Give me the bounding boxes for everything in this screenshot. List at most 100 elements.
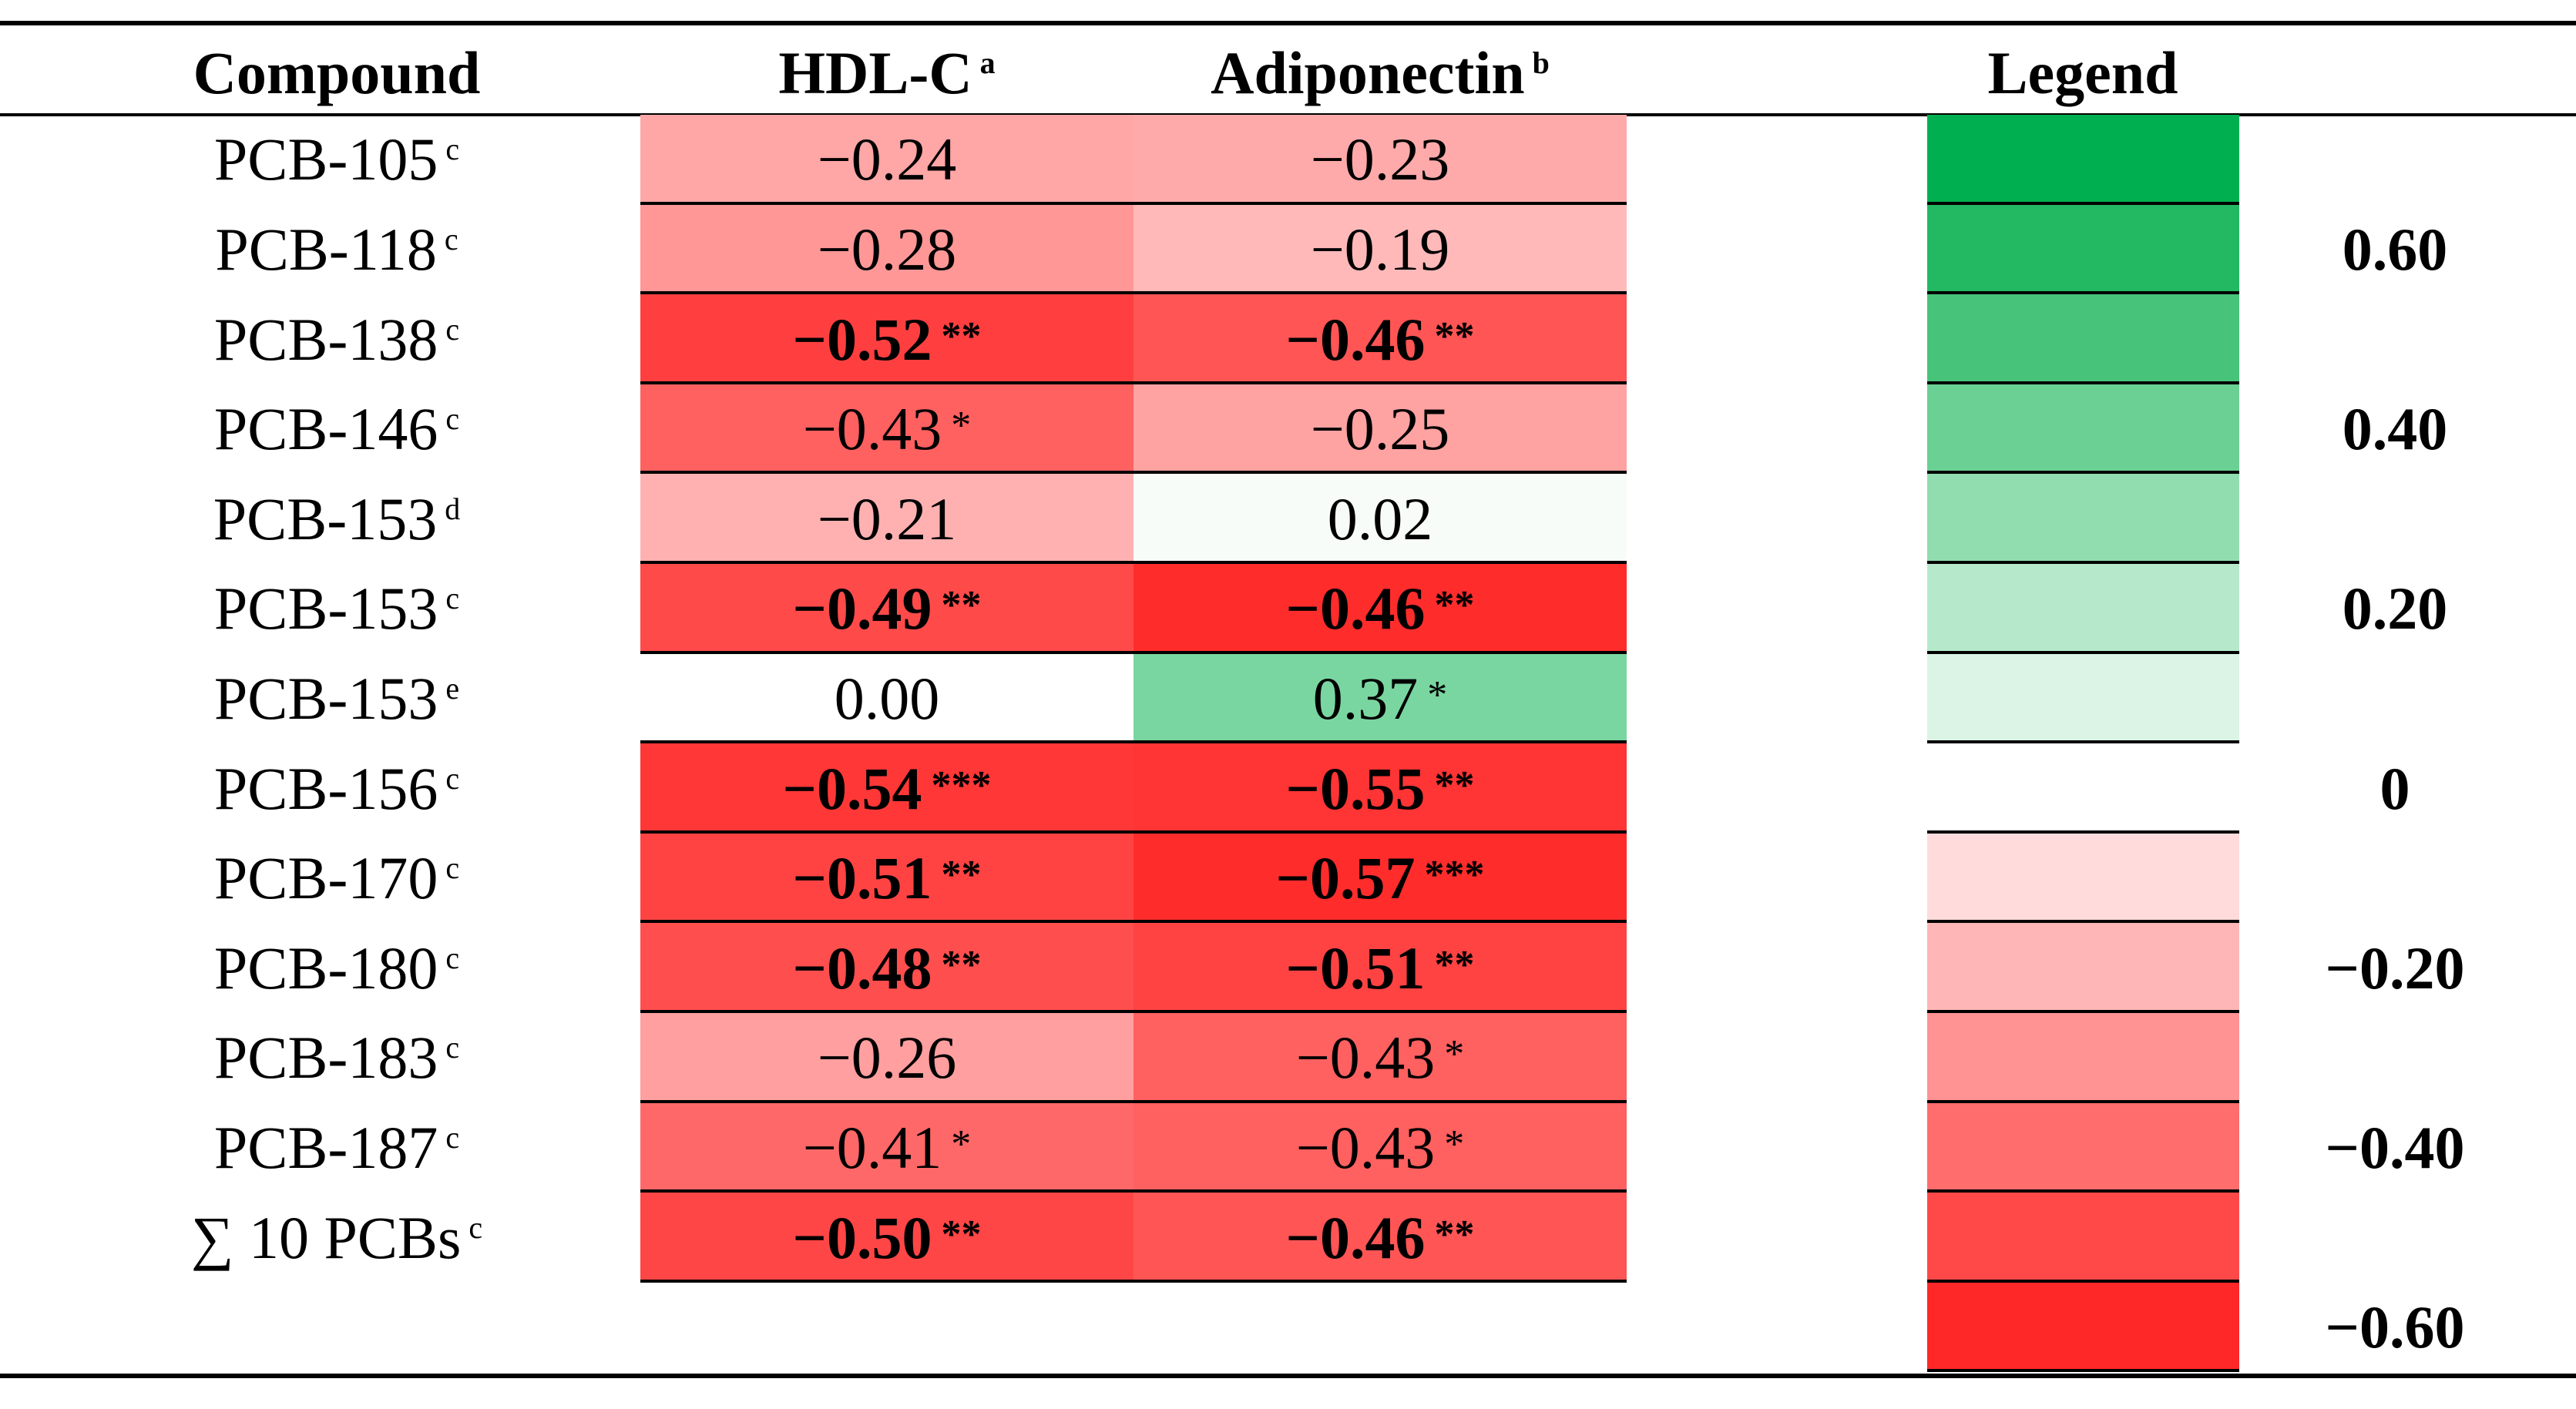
compound-note: c (445, 311, 460, 347)
value-cell: −0.19 (1311, 219, 1450, 280)
significance: ** (1434, 763, 1475, 807)
value-cell: −0.23 (1311, 129, 1450, 190)
legend-swatch (1927, 743, 2239, 834)
compound-note: c (469, 1209, 483, 1245)
heat-cell (1134, 474, 1627, 564)
heat-cell (1134, 384, 1627, 475)
value: −0.25 (1310, 395, 1450, 463)
compound-name: PCB-105 (213, 126, 438, 193)
compound-note: c (445, 132, 460, 167)
heat-cell (1134, 1102, 1627, 1193)
value-cell: −0.48 ** (793, 938, 982, 998)
value-cell: 0.02 (1328, 488, 1433, 549)
compound-note: c (445, 401, 460, 437)
compound-name: PCB-183 (213, 1024, 438, 1092)
value-cell: −0.50 ** (793, 1207, 982, 1268)
heat-cell (640, 743, 1134, 834)
compound-name: PCB-146 (213, 395, 438, 463)
header-note: a (979, 45, 996, 80)
value-cell: −0.46 ** (1286, 1207, 1475, 1268)
significance: ** (941, 853, 982, 897)
legend-swatch (1927, 1193, 2239, 1283)
legend-swatch (1927, 474, 2239, 564)
value: −0.49 (792, 575, 932, 642)
value-cell: −0.21 (818, 488, 957, 549)
compound-note: c (445, 1119, 460, 1155)
value: 0.00 (834, 664, 940, 732)
significance: * (951, 404, 972, 448)
value-cell: −0.46 ** (1286, 579, 1475, 639)
value: −0.43 (1295, 1113, 1436, 1181)
legend-swatch (1927, 653, 2239, 744)
heat-cell (1134, 743, 1627, 834)
compound-note: c (445, 760, 460, 796)
compound-name: PCB-156 (213, 754, 438, 822)
significance: * (1427, 673, 1448, 717)
compound-note: c (445, 850, 460, 886)
value-cell: −0.49 ** (793, 579, 982, 639)
header-adiponectin: Adiponectin b (1211, 43, 1550, 103)
compound-cell: PCB-153 c (214, 579, 459, 639)
legend-label: −0.60 (2326, 1297, 2465, 1357)
compound-cell: PCB-105 c (214, 129, 459, 190)
header-text: Legend (1987, 39, 2178, 106)
value-cell: −0.43 * (1296, 1028, 1465, 1088)
legend-text: −0.40 (2325, 1113, 2465, 1181)
significance: *** (1424, 853, 1485, 897)
value: −0.41 (802, 1113, 942, 1181)
legend-label: 0.20 (2343, 579, 2448, 639)
significance: ** (1434, 942, 1475, 987)
heat-cell (1134, 564, 1627, 654)
value: −0.50 (792, 1203, 932, 1271)
heat-cell (1134, 833, 1627, 924)
compound-cell: PCB-153 d (213, 488, 461, 549)
legend-label: −0.20 (2326, 938, 2465, 998)
heat-cell (640, 653, 1134, 744)
value-cell: −0.51 ** (1286, 938, 1475, 998)
heat-cell (1134, 1193, 1627, 1283)
heat-cell (640, 1102, 1134, 1193)
significance: *** (931, 763, 992, 807)
legend-label: 0.40 (2343, 399, 2448, 459)
legend-swatch (1927, 384, 2239, 475)
significance: ** (941, 583, 982, 628)
compound-name: PCB-118 (215, 215, 437, 283)
value: 0.02 (1327, 485, 1433, 552)
compound-cell: ∑ 10 PCBs c (191, 1207, 483, 1268)
compound-cell: PCB-170 c (214, 848, 459, 908)
value-cell: −0.43 * (803, 399, 972, 459)
compound-name: PCB-153 (213, 664, 438, 732)
legend-swatch (1927, 1282, 2239, 1373)
value-cell: −0.54 *** (783, 758, 992, 819)
header-text: Compound (193, 39, 481, 106)
legend-text: −0.20 (2325, 934, 2465, 1001)
compound-cell: PCB-146 c (214, 399, 459, 459)
heat-cell (640, 1013, 1134, 1103)
compound-cell: PCB-187 c (214, 1117, 460, 1178)
value: −0.46 (1285, 575, 1426, 642)
significance: * (1444, 1122, 1465, 1166)
value-cell: 0.37 * (1313, 668, 1448, 729)
compound-note: e (445, 670, 460, 706)
compound-name: PCB-153 (213, 575, 438, 642)
compound-cell: PCB-153 e (214, 668, 460, 729)
compound-cell: PCB-118 c (215, 219, 458, 280)
compound-note: d (445, 491, 461, 526)
value: −0.51 (792, 844, 932, 912)
significance: ** (1434, 583, 1475, 628)
compound-cell: PCB-183 c (214, 1028, 459, 1088)
heat-cell (1134, 204, 1627, 295)
header-text: Adiponectin (1211, 39, 1525, 106)
value-cell: −0.24 (818, 129, 957, 190)
heat-cell (640, 204, 1134, 295)
value-cell: −0.51 ** (793, 848, 982, 908)
value-cell: −0.28 (818, 219, 957, 280)
value: −0.23 (1310, 126, 1450, 193)
value: −0.52 (792, 305, 932, 373)
heat-cell (640, 384, 1134, 475)
value: −0.57 (1275, 844, 1416, 912)
value: −0.28 (817, 215, 957, 283)
significance: ** (941, 1212, 982, 1256)
legend-text: 0.60 (2342, 215, 2448, 283)
heat-cell (1134, 115, 1627, 205)
